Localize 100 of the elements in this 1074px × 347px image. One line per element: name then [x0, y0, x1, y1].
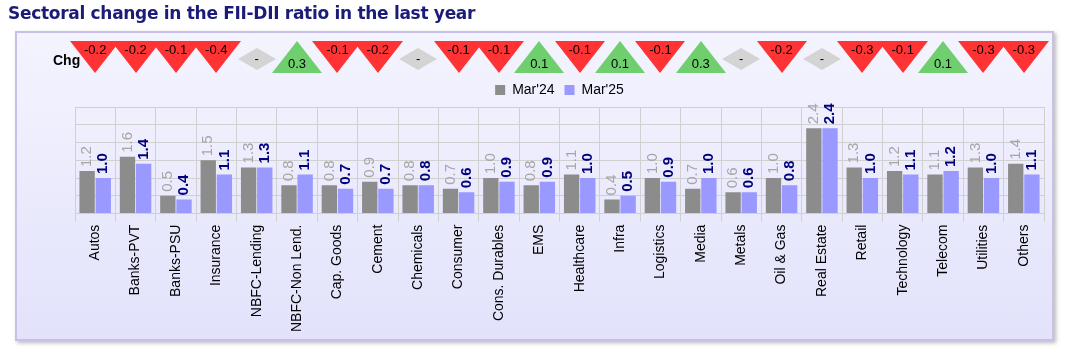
data-label: 1.3	[238, 142, 256, 164]
bar	[943, 170, 959, 214]
x-tick-label: Logistics	[651, 224, 668, 280]
data-label: 0.8	[319, 160, 337, 182]
bar	[660, 181, 677, 214]
text: 0.3	[690, 56, 711, 71]
data-label: 0.6	[456, 167, 474, 189]
x-tick-label: Retail	[853, 224, 870, 261]
data-label: 0.8	[279, 160, 297, 182]
text: -0.1	[446, 42, 471, 57]
bar	[240, 167, 257, 214]
text: -0.3	[1011, 42, 1036, 57]
text: -0.1	[486, 42, 512, 57]
data-label: 0.8	[400, 160, 418, 182]
data-label: 1.0	[860, 153, 878, 175]
legend-label: Mar'25	[581, 80, 625, 97]
bar	[701, 178, 717, 214]
bar	[95, 178, 111, 214]
x-tick-label: NBFC-Lending	[247, 224, 264, 318]
data-label: 1.0	[577, 153, 595, 175]
data-label: 0.7	[335, 163, 353, 185]
bar	[806, 128, 822, 214]
data-label: 1.6	[117, 131, 135, 153]
bar	[160, 195, 176, 214]
data-label: 0.5	[618, 170, 636, 192]
text: -0.1	[325, 42, 350, 57]
x-tick-label: Cap. Goods	[328, 224, 345, 300]
text: -0.2	[769, 42, 794, 57]
text: -0.1	[890, 42, 915, 57]
data-label: 0.8	[779, 160, 797, 182]
bar	[119, 156, 136, 214]
data-label: 0.4	[174, 173, 192, 196]
bar	[685, 188, 701, 214]
text: -0.2	[83, 42, 108, 57]
x-tick-label: Chemicals	[409, 224, 426, 290]
bar	[257, 167, 273, 214]
legend-label: Mar'24	[512, 80, 555, 97]
x-tick-label: Technology	[893, 224, 910, 296]
bar	[176, 199, 192, 214]
bar	[846, 167, 862, 214]
x-tick-label: Autos	[86, 224, 103, 261]
bar	[1008, 163, 1024, 214]
x-tick-label: Insurance	[207, 224, 224, 287]
chart-title: Sectoral change in the FII-DII ratio in the last year	[8, 3, 476, 23]
data-label: 1.0	[699, 153, 717, 175]
bar	[79, 170, 95, 214]
x-tick-label: Oil & Gas	[772, 224, 789, 285]
x-tick-label: NBFC-Non Lend.	[287, 224, 304, 333]
x-tick-label: Cons. Durables	[489, 224, 506, 322]
bar	[402, 185, 418, 214]
data-label: 0.7	[682, 163, 700, 185]
data-label: 1.0	[981, 153, 999, 175]
bar	[216, 174, 233, 214]
bar	[418, 185, 434, 214]
data-label: 1.0	[763, 153, 781, 175]
text: -	[818, 51, 826, 66]
x-tick-label: Infra	[610, 224, 627, 253]
bar	[822, 128, 838, 214]
x-tick-label: EMS	[530, 224, 547, 255]
bar	[362, 181, 378, 214]
data-label: 1.1	[900, 149, 918, 171]
bar	[499, 181, 515, 214]
text: -0.3	[971, 42, 996, 57]
data-label: 1.0	[642, 153, 660, 175]
data-label: 0.5	[158, 170, 175, 192]
data-label: 0.8	[416, 160, 434, 182]
data-label: 0.9	[359, 156, 377, 178]
x-tick-label: Banks-PVT	[126, 224, 143, 296]
bar	[442, 188, 459, 214]
bar	[337, 188, 354, 214]
data-label: 0.9	[497, 156, 515, 178]
x-tick-label: Media	[691, 224, 708, 263]
bar	[523, 185, 539, 214]
bar	[903, 174, 919, 214]
bar	[321, 185, 338, 214]
x-tick-label: Real Estate	[812, 224, 829, 297]
bar	[725, 192, 741, 214]
data-label: 0.6	[739, 167, 757, 189]
bar	[135, 163, 152, 214]
bar	[741, 192, 757, 214]
data-label: 1.3	[965, 142, 983, 164]
data-label: 1.3	[254, 142, 272, 164]
data-label: 1.4	[1005, 139, 1023, 160]
x-tick-label: Metals	[732, 224, 749, 266]
text: -0.1	[567, 42, 592, 57]
x-tick-label: Banks-PSU	[166, 224, 183, 297]
bar	[927, 174, 943, 214]
data-label: 0.4	[602, 174, 620, 196]
bar	[539, 181, 556, 214]
bar	[862, 178, 879, 214]
bar	[281, 185, 297, 214]
x-tick-label: Healthcare	[570, 224, 587, 293]
text: 0.1	[933, 56, 954, 71]
x-tick-label: Consumer	[449, 224, 466, 290]
bar	[297, 174, 313, 214]
text: -0.2	[123, 42, 148, 57]
bar	[604, 199, 620, 214]
data-label: 1.1	[561, 149, 579, 171]
data-label: 1.0	[481, 153, 498, 175]
bar	[620, 195, 636, 214]
